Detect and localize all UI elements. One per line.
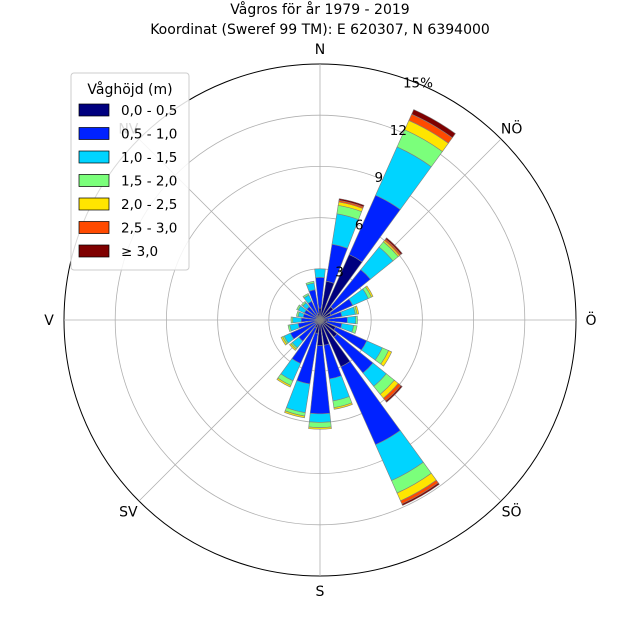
sector-bin-5 — [284, 410, 306, 419]
sector-bin-5 — [354, 305, 360, 315]
rose-sector — [319, 305, 360, 321]
radial-tick-label: 9 — [374, 170, 383, 186]
sector-bin-5 — [380, 350, 393, 367]
sector-bin-5 — [308, 426, 332, 430]
rose-sector — [289, 319, 321, 351]
sector-bin-3 — [292, 316, 302, 324]
sector-bin-7 — [338, 198, 365, 208]
sector-bin-5 — [333, 402, 353, 410]
rose-sector — [314, 268, 326, 321]
sector-bin-4 — [302, 293, 310, 299]
rose-sector — [301, 301, 321, 321]
sector-bin-4 — [351, 324, 358, 334]
radial-tick-label: 15% — [403, 75, 433, 91]
rose-sector — [296, 311, 321, 321]
legend-label: 2,0 - 2,5 — [121, 197, 177, 213]
direction-label: SV — [119, 505, 138, 521]
legend-swatch — [78, 244, 110, 258]
rose-sector — [305, 280, 321, 321]
polar-grid — [63, 63, 577, 577]
sector-bin-7 — [401, 482, 440, 506]
rose-sector — [319, 319, 358, 334]
sector-bin-5 — [289, 343, 297, 351]
sector-bin-7 — [385, 385, 403, 403]
sector-bin-3 — [314, 268, 326, 278]
sector-bin-4 — [290, 316, 294, 324]
rose-sector — [319, 198, 365, 321]
legend-swatch — [78, 150, 110, 164]
sector-bin-4 — [287, 324, 292, 333]
sector-bin-4 — [355, 315, 358, 325]
rose-sector — [319, 319, 393, 367]
legend-label: 2,5 - 3,0 — [121, 221, 177, 237]
rose-sector — [276, 319, 321, 388]
legend: Våghöjd (m) 0,0 - 0,5 0,5 - 1,0 1,0 - 1,5 1… — [70, 72, 190, 271]
sector-bin-7 — [385, 237, 403, 255]
sector-bin-4 — [308, 421, 332, 428]
chart-subtitle: Koordinat (Sweref 99 TM): E 620307, N 63… — [150, 22, 490, 38]
rose-sector — [319, 109, 456, 321]
rose-sector — [296, 304, 321, 321]
sector-bin-4 — [296, 311, 300, 317]
radial-tick-label: 12 — [390, 123, 407, 139]
rose-sector — [319, 319, 353, 410]
rose-sector — [319, 319, 403, 403]
sector-bin-5 — [276, 377, 292, 388]
sector-bin-4 — [301, 301, 307, 307]
rose-sectors — [276, 109, 456, 506]
legend-swatch — [78, 127, 110, 140]
sector-bin-7 — [411, 109, 456, 139]
legend-swatch — [78, 174, 110, 187]
direction-label: N — [315, 42, 325, 58]
legend-swatch — [78, 197, 110, 211]
sector-bin-4 — [296, 304, 302, 311]
direction-label: V — [44, 313, 54, 329]
legend-frame — [70, 72, 190, 271]
direction-label: Ö — [585, 311, 596, 329]
rose-sector — [302, 293, 321, 321]
rose-sector — [319, 237, 403, 321]
direction-label: SÖ — [502, 503, 522, 521]
sector-bin-3 — [308, 413, 332, 423]
legend-label: 0,5 - 1,0 — [121, 127, 177, 143]
radial-tick-label: 3 — [335, 265, 344, 281]
legend-swatch — [78, 103, 110, 117]
sector-bin-5 — [280, 336, 288, 346]
legend-label: 1,0 - 1,5 — [121, 150, 177, 166]
rose-sector — [319, 285, 374, 321]
rose-sector — [284, 319, 321, 419]
rose-sector — [308, 319, 332, 430]
radial-tick-labels: 3 6 9 12 15% — [335, 75, 433, 280]
rose-sector — [319, 315, 358, 325]
legend-entries: 0,0 - 0,5 0,5 - 1,0 1,0 - 1,5 1,5 - 2,0 2,0 … — [78, 103, 177, 260]
sector-bin-5 — [365, 285, 374, 298]
legend-title: Våghöjd (m) — [87, 81, 172, 98]
legend-label: 1,5 - 2,0 — [121, 174, 177, 190]
chart-title: Vågros för år 1979 - 2019 — [230, 1, 409, 18]
rose-sector — [280, 319, 321, 346]
sector-bin-4 — [305, 280, 315, 286]
rose-sector — [319, 319, 440, 506]
radial-tick-label: 6 — [355, 217, 364, 233]
polar-grid-spoke — [138, 319, 321, 502]
legend-label: ≥ 3,0 — [121, 244, 158, 260]
legend-swatch — [78, 221, 110, 234]
direction-label: NÖ — [501, 119, 523, 137]
legend-label: 0,0 - 0,5 — [121, 103, 177, 119]
sector-bin-3 — [346, 315, 357, 325]
direction-label: S — [316, 584, 325, 600]
